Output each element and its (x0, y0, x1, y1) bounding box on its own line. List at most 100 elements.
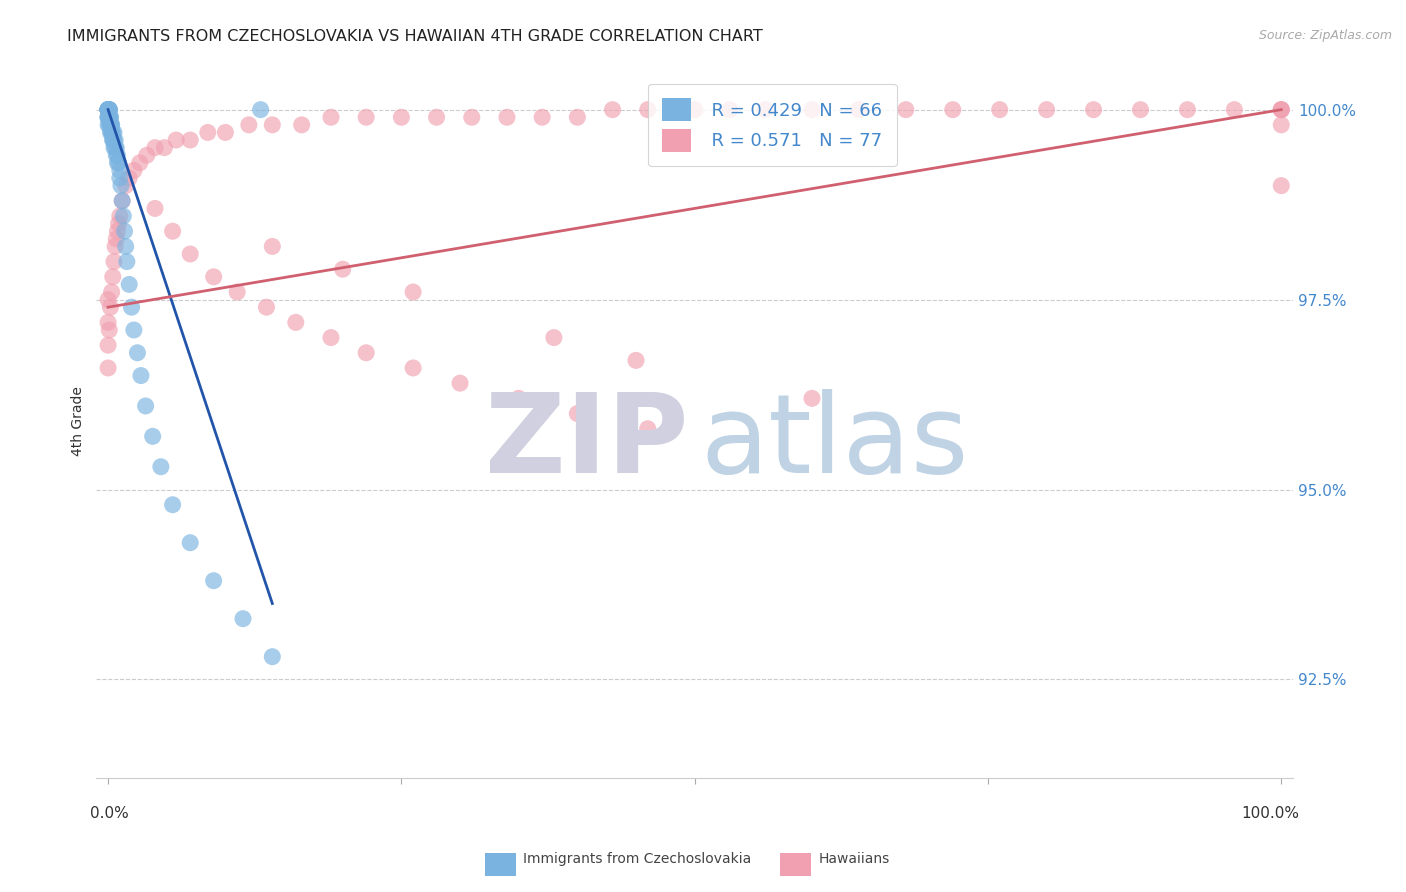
Point (103, 141, 125, 155)
Point (143, 202, 166, 216)
Y-axis label: 4th Grade: 4th Grade (72, 386, 86, 456)
Point (232, 612, 254, 626)
Point (262, 118, 284, 132)
Point (226, 285, 249, 299)
Text: Source: ZipAtlas.com: Source: ZipAtlas.com (1258, 29, 1392, 42)
Point (179, 535, 201, 549)
Point (122, 323, 145, 337)
Point (319, 330, 342, 344)
Text: atlas: atlas (700, 389, 969, 496)
Point (111, 194, 134, 208)
Point (97, 103, 120, 117)
Point (1129, 103, 1152, 117)
Point (107, 156, 129, 170)
Text: 100.0%: 100.0% (1241, 805, 1299, 821)
Point (111, 194, 134, 208)
Point (1035, 103, 1057, 117)
Point (754, 103, 776, 117)
Point (97, 103, 120, 117)
Point (118, 277, 141, 292)
Point (127, 345, 149, 359)
Point (97, 361, 120, 376)
Point (988, 103, 1011, 117)
Point (249, 103, 271, 117)
Point (98, 103, 121, 117)
Point (97, 103, 120, 117)
Point (142, 429, 165, 443)
Text: Immigrants from Czechoslovakia: Immigrants from Czechoslovakia (523, 852, 751, 865)
Point (114, 178, 136, 193)
Point (100, 125, 122, 139)
Point (108, 171, 131, 186)
Point (284, 315, 307, 329)
Point (98, 118, 121, 132)
Point (122, 163, 145, 178)
Text: Hawaiians: Hawaiians (818, 852, 890, 865)
Point (197, 125, 219, 139)
Point (107, 224, 129, 238)
Point (107, 156, 129, 170)
Point (202, 269, 225, 284)
Point (262, 239, 284, 253)
Point (98, 110, 121, 124)
Point (354, 345, 377, 359)
Point (103, 254, 125, 268)
Point (105, 148, 128, 162)
Point (100, 285, 122, 299)
Point (801, 392, 824, 406)
Point (496, 110, 519, 124)
Point (624, 353, 647, 368)
Point (114, 224, 136, 238)
Point (143, 141, 166, 155)
Point (100, 110, 122, 124)
Point (115, 254, 138, 268)
Point (100, 125, 122, 139)
Point (97, 315, 120, 329)
Point (637, 103, 659, 117)
Point (100, 300, 122, 314)
Point (107, 148, 129, 162)
Point (602, 103, 624, 117)
Point (100, 118, 122, 132)
Point (97, 338, 120, 352)
Point (112, 209, 135, 223)
Point (97, 103, 120, 117)
Point (128, 156, 150, 170)
Point (98, 323, 121, 337)
Point (1270, 103, 1292, 117)
Point (97, 110, 120, 124)
Text: IMMIGRANTS FROM CZECHOSLOVAKIA VS HAWAIIAN 4TH GRADE CORRELATION CHART: IMMIGRANTS FROM CZECHOSLOVAKIA VS HAWAII… (67, 29, 763, 44)
Point (97, 293, 120, 307)
Point (402, 285, 425, 299)
Point (97, 103, 120, 117)
Point (100, 118, 122, 132)
Text: ZIP: ZIP (485, 389, 689, 496)
Point (543, 330, 565, 344)
Point (718, 103, 741, 117)
Point (1083, 103, 1105, 117)
Point (97, 103, 120, 117)
Point (162, 498, 184, 512)
Point (108, 209, 131, 223)
Point (100, 110, 122, 124)
Point (98, 103, 121, 117)
Point (1270, 103, 1292, 117)
Point (114, 239, 136, 253)
Text: 0.0%: 0.0% (90, 805, 129, 821)
Point (97, 110, 120, 124)
Point (256, 300, 278, 314)
Point (202, 574, 225, 588)
Point (101, 133, 124, 147)
Point (1270, 118, 1292, 132)
Point (1270, 103, 1292, 117)
Point (426, 110, 449, 124)
Point (389, 110, 412, 124)
Point (110, 178, 132, 193)
Point (848, 103, 870, 117)
Legend:   R = 0.429   N = 66,   R = 0.571   N = 77: R = 0.429 N = 66, R = 0.571 N = 77 (648, 84, 897, 166)
Point (101, 269, 124, 284)
Point (98, 110, 121, 124)
Point (104, 239, 127, 253)
Point (179, 247, 201, 261)
Point (894, 103, 917, 117)
